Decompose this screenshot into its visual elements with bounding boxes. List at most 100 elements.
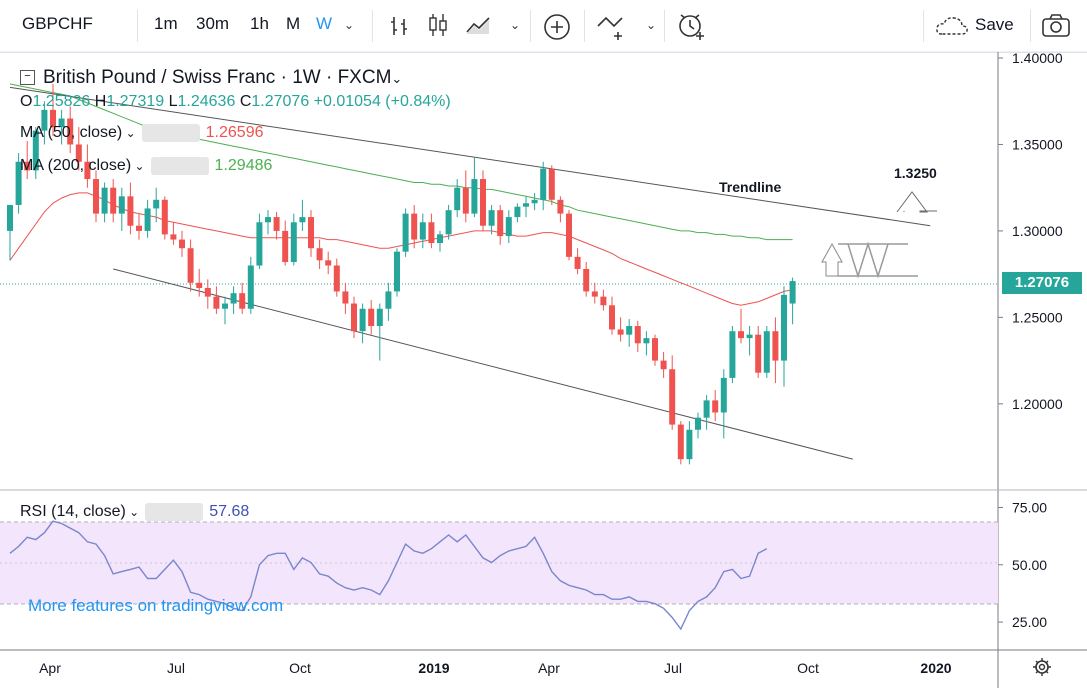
candle-body[interactable] bbox=[652, 338, 658, 361]
candle-body[interactable] bbox=[634, 326, 641, 344]
candle-body[interactable] bbox=[626, 326, 633, 335]
candle-body[interactable] bbox=[196, 282, 203, 288]
candle-body[interactable] bbox=[566, 213, 572, 257]
indicator-options-icon[interactable] bbox=[145, 503, 204, 521]
candle-body[interactable] bbox=[712, 400, 719, 413]
interval-1m[interactable]: 1m bbox=[154, 14, 178, 33]
candle-body[interactable] bbox=[204, 287, 211, 297]
trendline-label[interactable]: Trendline bbox=[719, 179, 782, 195]
interval-1h[interactable]: 1h bbox=[250, 14, 269, 33]
candle-body[interactable] bbox=[127, 196, 134, 226]
ma200-legend[interactable]: MA (200, close) ⌄ 1.29486 bbox=[20, 157, 273, 175]
candle-body[interactable] bbox=[144, 208, 151, 231]
candle-body[interactable] bbox=[574, 256, 581, 269]
candle-body[interactable] bbox=[41, 109, 48, 131]
candle-body[interactable] bbox=[256, 222, 263, 266]
candle-body[interactable] bbox=[643, 338, 650, 344]
candle-body[interactable] bbox=[755, 334, 762, 373]
candle-body[interactable] bbox=[488, 210, 495, 226]
candle-body[interactable] bbox=[368, 308, 375, 327]
candle-body[interactable] bbox=[600, 296, 607, 306]
candle-body[interactable] bbox=[239, 293, 246, 309]
candle-body[interactable] bbox=[247, 265, 254, 309]
candle-body[interactable] bbox=[58, 118, 65, 128]
candle-body[interactable] bbox=[471, 179, 478, 214]
candles-chart-type-icon[interactable] bbox=[426, 12, 450, 38]
candle-body[interactable] bbox=[781, 294, 787, 361]
candle-body[interactable] bbox=[187, 248, 194, 283]
candle-body[interactable] bbox=[445, 210, 452, 235]
candle-body[interactable] bbox=[110, 187, 117, 214]
target-arrow-annotation[interactable] bbox=[821, 191, 937, 279]
candle-body[interactable] bbox=[695, 417, 701, 430]
candle-body[interactable] bbox=[789, 281, 796, 304]
rsi-legend[interactable]: RSI (14, close) ⌄ 57.68 bbox=[20, 503, 250, 521]
interval-dropdown-icon[interactable]: ⌄ bbox=[344, 18, 355, 32]
candle-body[interactable] bbox=[772, 331, 779, 361]
candle-body[interactable] bbox=[609, 305, 615, 330]
candle-body[interactable] bbox=[402, 213, 409, 252]
candle-body[interactable] bbox=[531, 199, 538, 204]
candle-body[interactable] bbox=[540, 168, 547, 200]
candle-body[interactable] bbox=[93, 179, 99, 214]
candle-body[interactable] bbox=[557, 199, 564, 214]
candle-body[interactable] bbox=[462, 187, 469, 214]
candle-body[interactable] bbox=[385, 291, 392, 309]
candle-body[interactable] bbox=[746, 334, 753, 339]
candle-body[interactable] bbox=[24, 161, 31, 171]
indicator-options-icon[interactable] bbox=[150, 157, 209, 175]
candle-body[interactable] bbox=[738, 331, 744, 339]
indicator-options-icon[interactable] bbox=[141, 124, 200, 142]
bar-chart-type-icon[interactable] bbox=[388, 14, 412, 38]
candle-body[interactable] bbox=[669, 369, 676, 425]
symbol-search[interactable]: GBPCHF bbox=[22, 14, 93, 33]
candle-body[interactable] bbox=[50, 109, 56, 128]
candle-body[interactable] bbox=[591, 291, 598, 297]
add-indicator-icon[interactable] bbox=[542, 12, 572, 42]
tradingview-promo-link[interactable]: More features on tradingview.com bbox=[28, 596, 284, 615]
candle-body[interactable] bbox=[660, 360, 667, 370]
candle-body[interactable] bbox=[161, 199, 168, 235]
candle-body[interactable] bbox=[686, 429, 693, 460]
candle-body[interactable] bbox=[282, 230, 289, 263]
candle-body[interactable] bbox=[548, 168, 555, 200]
candle-body[interactable] bbox=[222, 303, 228, 309]
candle-body[interactable] bbox=[136, 225, 142, 231]
candle-body[interactable] bbox=[265, 217, 271, 223]
candle-body[interactable] bbox=[179, 239, 185, 249]
candle-body[interactable] bbox=[359, 308, 366, 332]
target-price-label[interactable]: 1.3250 bbox=[894, 165, 937, 181]
candle-body[interactable] bbox=[32, 130, 39, 171]
collapse-legend-icon[interactable]: − bbox=[20, 70, 35, 86]
candle-body[interactable] bbox=[290, 222, 297, 263]
candle-body[interactable] bbox=[84, 161, 91, 180]
cloud-icon[interactable] bbox=[934, 14, 970, 38]
candle-body[interactable] bbox=[617, 329, 624, 335]
candle-body[interactable] bbox=[273, 217, 280, 231]
candle-body[interactable] bbox=[411, 213, 418, 240]
save-button[interactable]: Save bbox=[975, 15, 1014, 34]
ma50-legend[interactable]: MA (50, close) ⌄ 1.26596 bbox=[20, 124, 264, 142]
candle-body[interactable] bbox=[170, 234, 177, 240]
candle-body[interactable] bbox=[325, 260, 332, 266]
candle-body[interactable] bbox=[677, 424, 684, 460]
symbol-dropdown-icon[interactable]: ⌄ bbox=[391, 71, 403, 86]
candle-body[interactable] bbox=[763, 331, 770, 373]
interval-month[interactable]: M bbox=[286, 14, 301, 33]
candle-body[interactable] bbox=[583, 268, 590, 292]
candle-body[interactable] bbox=[505, 217, 512, 237]
area-chart-type-icon[interactable] bbox=[465, 14, 493, 36]
alert-clock-icon[interactable] bbox=[676, 10, 708, 42]
candle-body[interactable] bbox=[213, 296, 220, 309]
upper-trendline[interactable] bbox=[9, 86, 931, 227]
candle-body[interactable] bbox=[351, 303, 357, 332]
candle-body[interactable] bbox=[480, 179, 486, 226]
candle-body[interactable] bbox=[497, 210, 504, 237]
compare-icon[interactable] bbox=[596, 12, 630, 42]
candle-body[interactable] bbox=[428, 222, 435, 244]
candle-body[interactable] bbox=[67, 118, 74, 145]
candle-body[interactable] bbox=[729, 331, 736, 378]
interval-week[interactable]: W bbox=[316, 14, 333, 33]
candle-body[interactable] bbox=[454, 187, 461, 211]
settings-gear-icon[interactable] bbox=[1033, 658, 1051, 676]
